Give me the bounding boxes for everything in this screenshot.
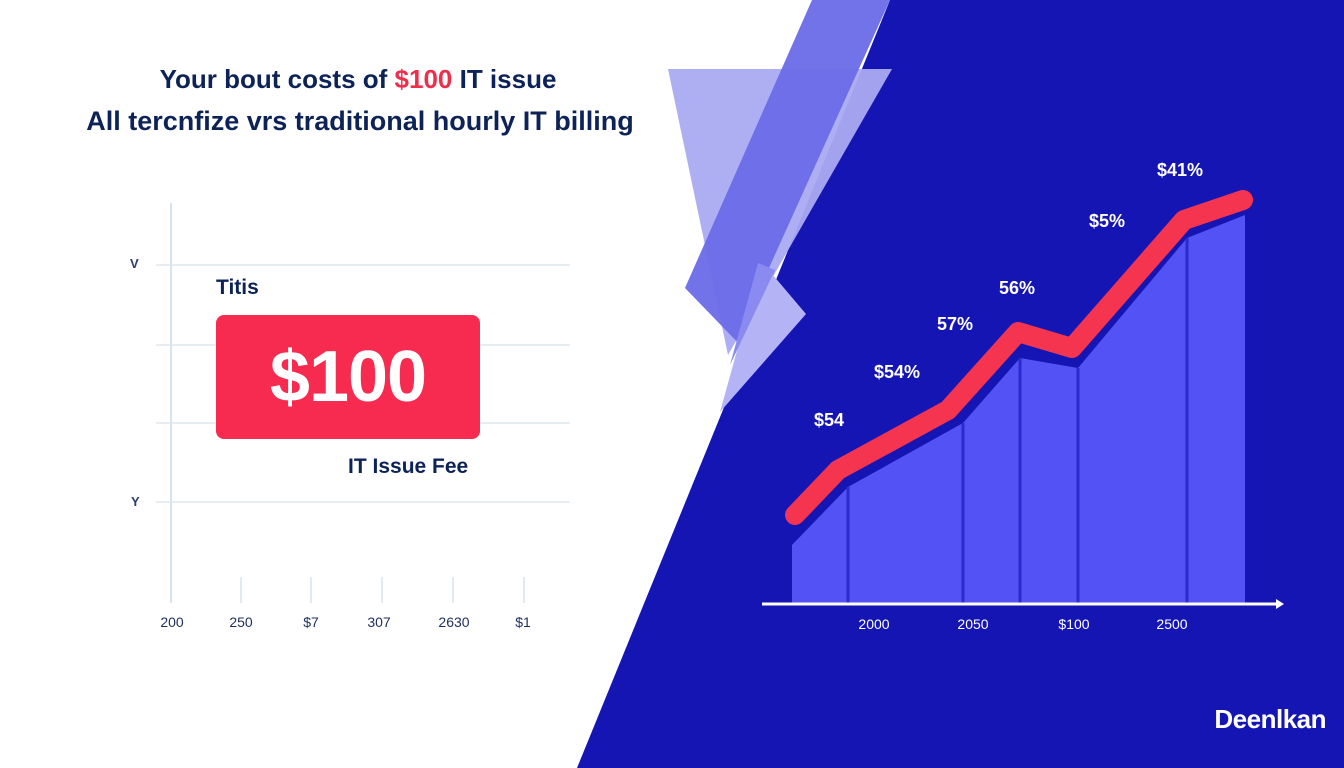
left-x-label: 200 [160, 614, 184, 630]
headline-suffix: IT issue [452, 64, 557, 94]
y-axis-letter-top: V [130, 256, 139, 271]
point-label: $54 [813, 410, 845, 430]
headline-prefix: Your bout costs of [159, 64, 395, 94]
point-label: $54% [873, 362, 921, 382]
headline-line-1: Your bout costs of $100 IT issue [0, 64, 716, 95]
point-label: 56% [998, 278, 1036, 298]
decor-sliver [730, 263, 775, 365]
price-badge: $100 [216, 315, 480, 439]
left-x-label: $7 [303, 614, 319, 630]
right-x-label: $100 [1058, 616, 1090, 632]
left-x-label: 250 [229, 614, 253, 630]
point-label: $41% [1156, 160, 1204, 180]
price-value: $100 [269, 337, 427, 417]
card-title: Titis [216, 276, 259, 299]
headline-line-2: All tercnfize vrs traditional hourly IT … [86, 106, 634, 136]
left-x-label: $1 [515, 614, 531, 630]
x-axis-arrow-icon [1276, 599, 1284, 609]
decor-mid-band [685, 0, 890, 350]
brand-logo: Deenlkan [1214, 704, 1326, 734]
left-x-label: 2630 [438, 614, 470, 630]
right-x-label: 2050 [957, 616, 989, 632]
left-x-label: 307 [367, 614, 391, 630]
card-caption: IT Issue Fee [348, 455, 469, 478]
trend-line [785, 190, 1253, 525]
point-label: $5% [1088, 211, 1126, 231]
decor-low-triangle [720, 268, 806, 412]
headline-accent-price: $100 [394, 64, 453, 94]
y-axis-letter-bottom: Y [131, 494, 140, 509]
right-x-label: 2500 [1156, 616, 1188, 632]
point-label: 57% [936, 314, 974, 334]
right-x-label: 2000 [858, 616, 890, 632]
